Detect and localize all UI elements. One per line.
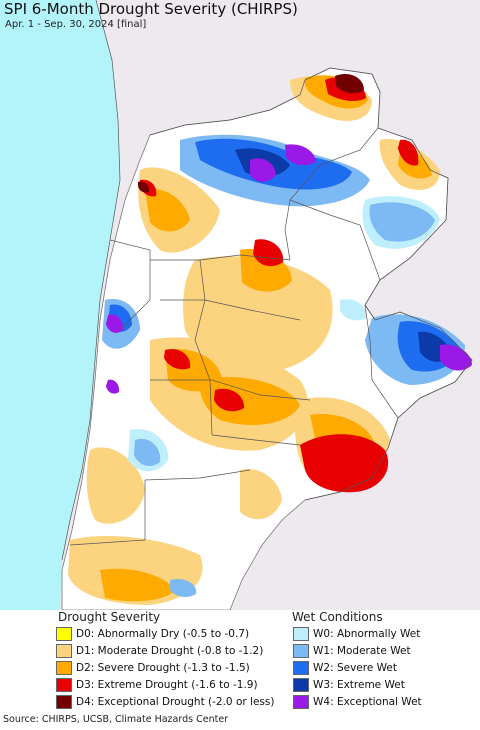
legend-item-d0: D0: Abnormally Dry (-0.5 to -0.7) [56, 627, 249, 641]
legend-swatch [293, 678, 309, 692]
map-title: SPI 6-Month Drought Severity (CHIRPS) [4, 0, 298, 18]
legend-swatch [56, 644, 72, 658]
legend-swatch [293, 661, 309, 675]
wet-w4-areas [106, 144, 472, 394]
legend-label: W3: Extreme Wet [313, 679, 405, 691]
legend-item-w0: W0: Abnormally Wet [293, 627, 420, 641]
legend-swatch [293, 627, 309, 641]
legend-item-d4: D4: Exceptional Drought (-2.0 or less) [56, 695, 274, 709]
wet-legend-heading: Wet Conditions [292, 610, 383, 624]
legend-label: D4: Exceptional Drought (-2.0 or less) [76, 696, 275, 708]
legend-label: W2: Severe Wet [313, 662, 397, 674]
drought-legend-heading: Drought Severity [58, 610, 161, 624]
legend-item-w2: W2: Severe Wet [293, 661, 397, 675]
legend-item-d2: D2: Severe Drought (-1.3 to -1.5) [56, 661, 250, 675]
legend-swatch [293, 644, 309, 658]
legend-label: W4: Exceptional Wet [313, 696, 422, 708]
legend-swatch [293, 695, 309, 709]
legend-swatch [56, 678, 72, 692]
legend-label: W0: Abnormally Wet [313, 628, 421, 640]
drought-map [0, 0, 480, 610]
legend-label: D1: Moderate Drought (-0.8 to -1.2) [76, 645, 264, 657]
legend-item-w1: W1: Moderate Wet [293, 644, 411, 658]
legend-item-d3: D3: Extreme Drought (-1.6 to -1.9) [56, 678, 258, 692]
legend-label: D3: Extreme Drought (-1.6 to -1.9) [76, 679, 258, 691]
drought-d4-areas [138, 73, 364, 193]
legend-label: D2: Severe Drought (-1.3 to -1.5) [76, 662, 250, 674]
source-credit: Source: CHIRPS, UCSB, Climate Hazards Ce… [3, 714, 229, 725]
legend-item-d1: D1: Moderate Drought (-0.8 to -1.2) [56, 644, 263, 658]
legend-item-w3: W3: Extreme Wet [293, 678, 405, 692]
boundary-lines [61, 0, 473, 561]
legend-swatch [56, 695, 72, 709]
legend-swatch [56, 661, 72, 675]
legend-label: W1: Moderate Wet [313, 645, 411, 657]
legend-item-w4: W4: Exceptional Wet [293, 695, 422, 709]
legend-swatch [56, 627, 72, 641]
map-subtitle: Apr. 1 - Sep. 30, 2024 [final] [5, 19, 147, 30]
legend-label: D0: Abnormally Dry (-0.5 to -0.7) [76, 628, 250, 640]
